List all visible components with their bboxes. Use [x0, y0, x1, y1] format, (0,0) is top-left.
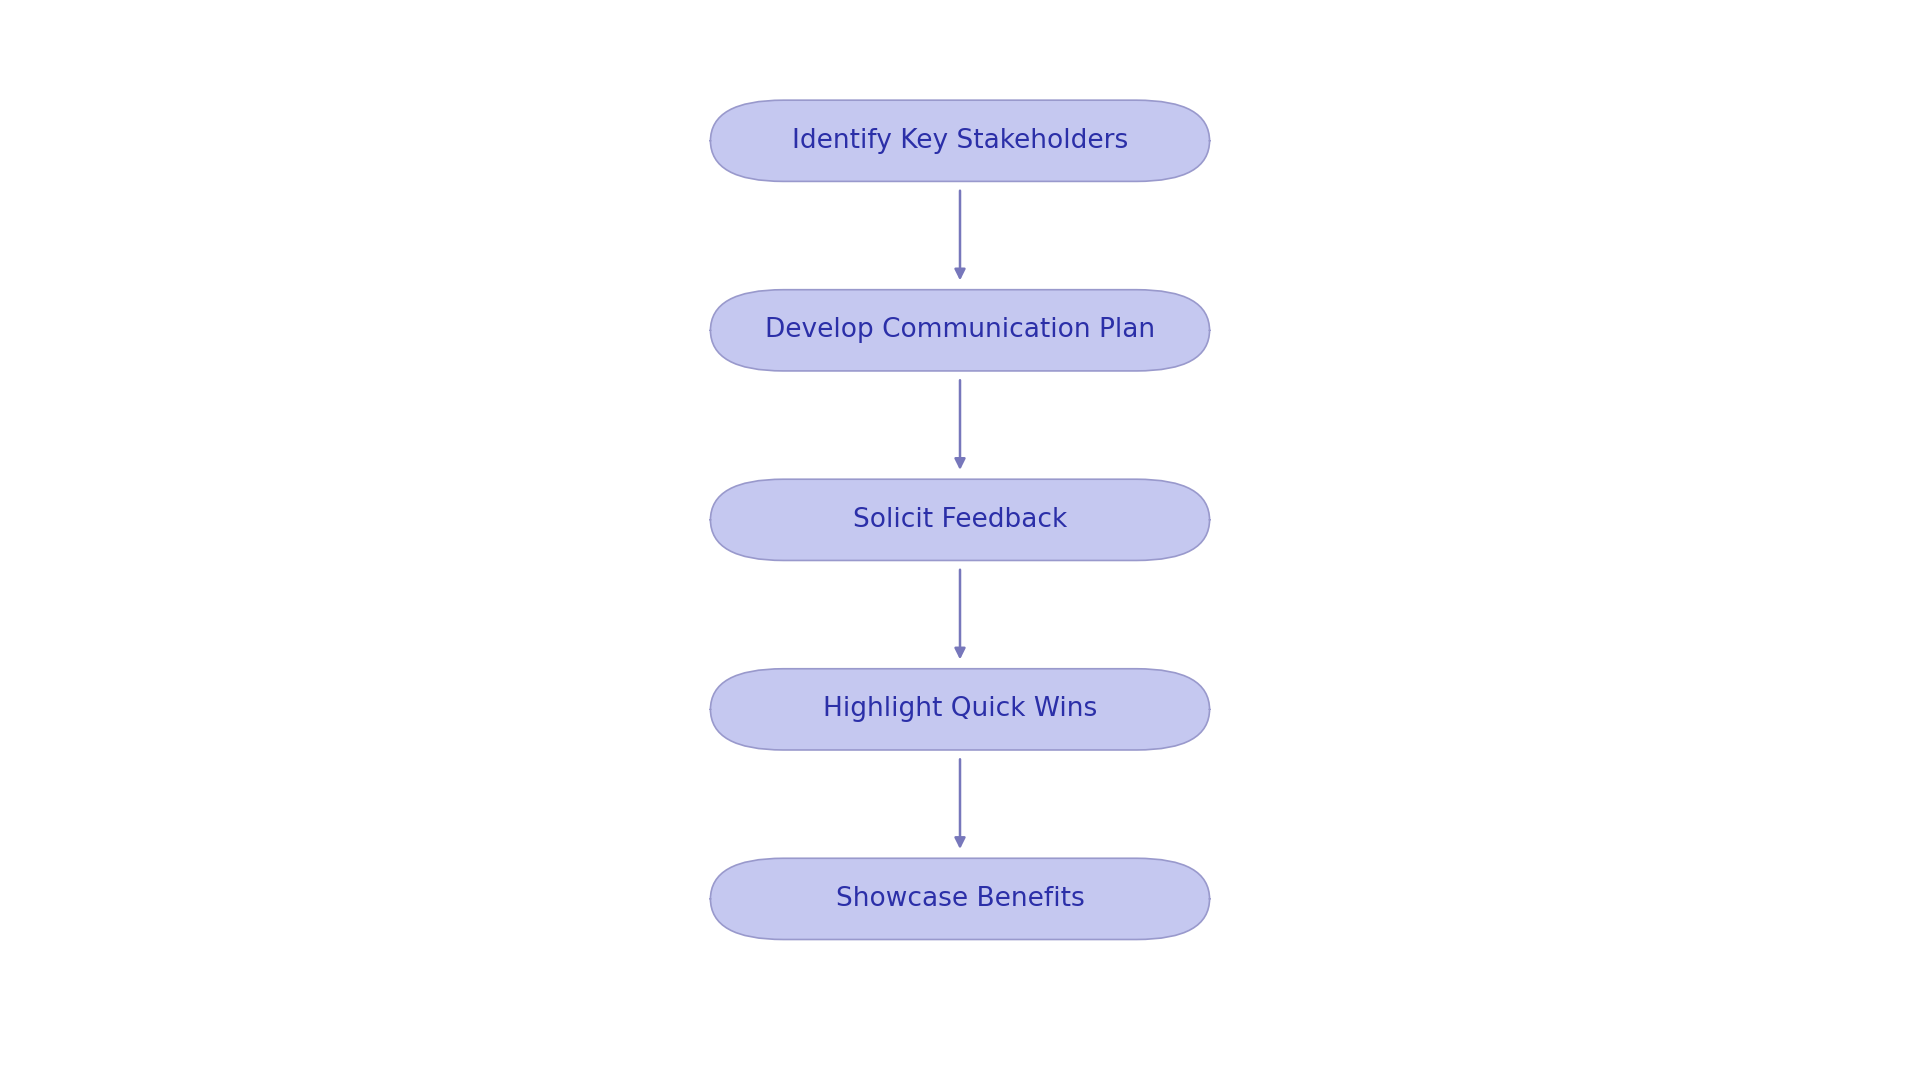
FancyBboxPatch shape [710, 858, 1210, 939]
Text: Highlight Quick Wins: Highlight Quick Wins [824, 696, 1096, 722]
FancyBboxPatch shape [710, 101, 1210, 182]
Text: Showcase Benefits: Showcase Benefits [835, 886, 1085, 912]
FancyBboxPatch shape [710, 668, 1210, 749]
FancyBboxPatch shape [710, 289, 1210, 370]
Text: Identify Key Stakeholders: Identify Key Stakeholders [791, 128, 1129, 154]
FancyBboxPatch shape [710, 479, 1210, 561]
Text: Develop Communication Plan: Develop Communication Plan [764, 317, 1156, 343]
Text: Solicit Feedback: Solicit Feedback [852, 507, 1068, 533]
